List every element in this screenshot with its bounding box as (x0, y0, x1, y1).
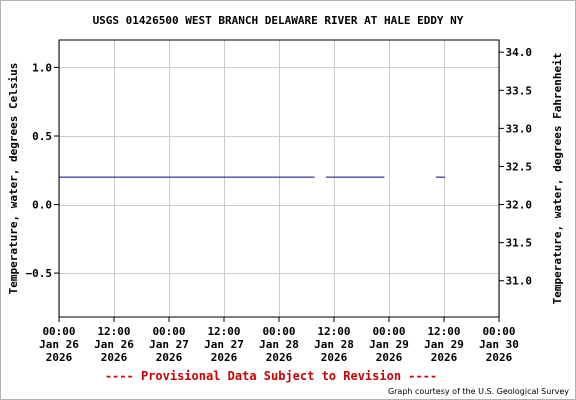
x-tick-label: Jan 26 (94, 338, 134, 351)
x-tick-label: 12:00 (97, 325, 130, 338)
y-tick-label-left: 1.0 (32, 61, 52, 74)
x-tick-label: 2026 (431, 351, 458, 364)
x-tick-label: Jan 27 (204, 338, 244, 351)
y-axis-left: 1.0 0.5 0.0 −0.5 (26, 61, 59, 280)
x-tick-label: 2026 (266, 351, 293, 364)
x-tick-label: 2026 (46, 351, 73, 364)
y-axis-left-label: Temperature, water, degrees Celsius (7, 63, 20, 295)
y-tick-label-right: 33.0 (506, 122, 533, 135)
grid-lines (59, 40, 500, 317)
x-tick-label: 2026 (486, 351, 513, 364)
x-tick-label: 2026 (376, 351, 403, 364)
x-tick-label: 00:00 (372, 325, 405, 338)
y-tick-label-right: 32.5 (506, 160, 533, 173)
x-tick-label: Jan 28 (259, 338, 299, 351)
x-tick-label: 00:00 (42, 325, 75, 338)
y-tick-label-right: 31.0 (506, 275, 533, 288)
x-tick-label: 00:00 (482, 325, 515, 338)
x-tick-label: Jan 30 (479, 338, 519, 351)
x-tick-label: Jan 28 (314, 338, 354, 351)
y-tick-label-left: −0.5 (26, 267, 53, 280)
y-tick-label-left: 0.0 (32, 199, 52, 212)
x-tick-label: 12:00 (427, 325, 460, 338)
x-tick-label: 2026 (101, 351, 128, 364)
y-tick-label-right: 34.0 (506, 46, 533, 59)
y-tick-label-right: 32.0 (506, 199, 533, 212)
y-tick-label-left: 0.5 (32, 130, 52, 143)
x-tick-label: Jan 29 (369, 338, 409, 351)
y-axis-right: 34.0 33.5 33.0 32.5 32.0 31.5 31.0 (499, 46, 532, 288)
y-tick-label-right: 33.5 (506, 84, 533, 97)
provisional-notice: ---- Provisional Data Subject to Revisio… (105, 369, 437, 383)
x-tick-label: Jan 27 (149, 338, 189, 351)
x-tick-label: 00:00 (152, 325, 185, 338)
y-axis-right-label: Temperature, water, degrees Fahrenheit (551, 53, 564, 305)
x-tick-label: 12:00 (317, 325, 350, 338)
x-tick-label: Jan 26 (39, 338, 79, 351)
x-tick-label: 2026 (321, 351, 348, 364)
x-tick-label: 2026 (211, 351, 238, 364)
x-tick-label: 00:00 (262, 325, 295, 338)
x-tick-label: 2026 (156, 351, 183, 364)
x-tick-label: Jan 29 (424, 338, 464, 351)
courtesy-note: Graph courtesy of the U.S. Geological Su… (388, 387, 569, 396)
x-tick-label: 12:00 (207, 325, 240, 338)
chart-title: USGS 01426500 WEST BRANCH DELAWARE RIVER… (93, 14, 464, 27)
y-tick-label-right: 31.5 (506, 237, 533, 250)
